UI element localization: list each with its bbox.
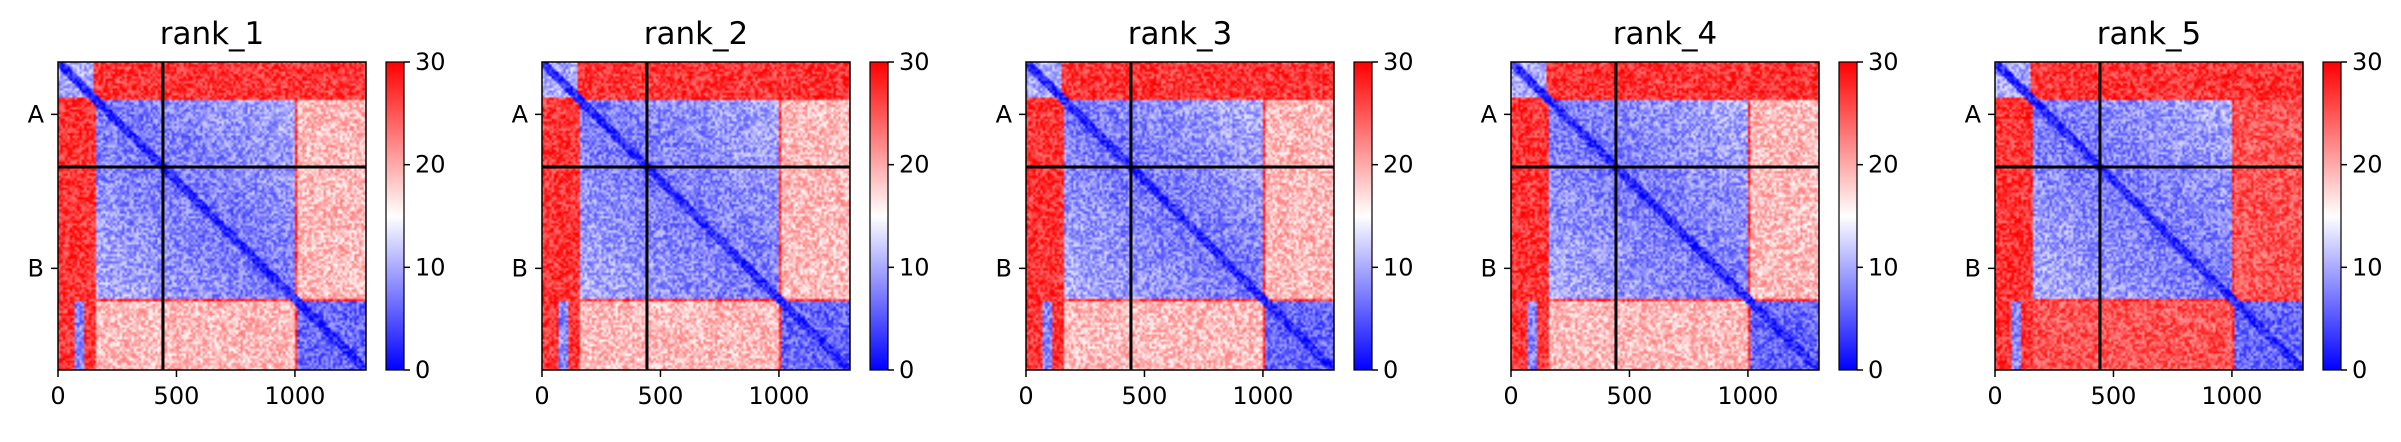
colorbar-tick-label: 0 xyxy=(899,356,914,384)
chain-label-A: A xyxy=(28,100,45,128)
colorbar-tick-label: 10 xyxy=(899,253,930,281)
colorbar-tick-label: 0 xyxy=(1868,356,1883,384)
chain-label-B: B xyxy=(1965,254,1981,282)
pae-heatmap xyxy=(1026,62,1334,370)
colorbar-tick-label: 30 xyxy=(899,48,930,76)
panel-title: rank_4 xyxy=(1613,16,1718,52)
x-tick-label: 500 xyxy=(2091,382,2137,410)
colorbar-tick-label: 0 xyxy=(2352,356,2367,384)
colorbar-tick-label: 30 xyxy=(1383,48,1414,76)
chain-label-A: A xyxy=(512,100,529,128)
chain-label-B: B xyxy=(512,254,528,282)
colorbar-tick-label: 10 xyxy=(1868,253,1899,281)
chain-label-A: A xyxy=(1481,100,1498,128)
colorbar-tick-label: 0 xyxy=(1383,356,1398,384)
colorbar-tick-label: 20 xyxy=(1383,151,1414,179)
plot-frame xyxy=(57,61,367,371)
panel-title: rank_2 xyxy=(644,16,749,52)
colorbar xyxy=(1353,61,1373,371)
x-tick-label: 1000 xyxy=(264,382,325,410)
plot-frame xyxy=(541,61,851,371)
x-tick-label: 0 xyxy=(534,382,549,410)
plot-frame xyxy=(1025,61,1335,371)
panel-2: rank_2 0 500 1000 A B 0 10 20 30 xyxy=(512,16,930,410)
colorbar-tick-label: 20 xyxy=(415,151,446,179)
colorbar xyxy=(1838,61,1858,371)
x-tick-label: 0 xyxy=(1018,382,1033,410)
pae-heatmap xyxy=(1995,62,2303,370)
x-tick-label: 0 xyxy=(1503,382,1518,410)
colorbar-tick-label: 20 xyxy=(2352,151,2383,179)
panel-1: rank_1 0 500 1000 A B 0 10 20 30 xyxy=(28,16,446,410)
panel-title: rank_1 xyxy=(160,16,265,52)
panel-3: rank_3 0 500 1000 A B 0 10 20 30 xyxy=(996,16,1414,410)
panel-4: rank_4 0 500 1000 A B 0 10 20 30 xyxy=(1481,16,1899,410)
x-tick-label: 1000 xyxy=(1717,382,1778,410)
colorbar-tick-label: 30 xyxy=(1868,48,1899,76)
x-tick-label: 500 xyxy=(1122,382,1168,410)
colorbar-tick-label: 10 xyxy=(1383,253,1414,281)
panel-5: rank_5 0 500 1000 A B 0 10 20 30 xyxy=(1965,16,2383,410)
colorbar-tick-label: 10 xyxy=(415,253,446,281)
x-tick-label: 0 xyxy=(50,382,65,410)
plot-frame xyxy=(1994,61,2304,371)
colorbar-tick-label: 30 xyxy=(415,48,446,76)
colorbar-tick-label: 20 xyxy=(899,151,930,179)
colorbar-tick-label: 0 xyxy=(415,356,430,384)
pae-heatmap xyxy=(1511,62,1819,370)
x-tick-label: 500 xyxy=(638,382,684,410)
plot-frame xyxy=(1510,61,1820,371)
x-tick-label: 500 xyxy=(154,382,200,410)
colorbar xyxy=(2322,61,2342,371)
chain-label-B: B xyxy=(996,254,1012,282)
colorbar-tick-label: 20 xyxy=(1868,151,1899,179)
x-tick-label: 0 xyxy=(1987,382,2002,410)
panel-title: rank_5 xyxy=(2097,16,2202,52)
x-tick-label: 500 xyxy=(1607,382,1653,410)
chain-label-A: A xyxy=(996,100,1013,128)
chain-label-A: A xyxy=(1965,100,1982,128)
colorbar-tick-label: 30 xyxy=(2352,48,2383,76)
x-tick-label: 1000 xyxy=(1232,382,1293,410)
chain-label-B: B xyxy=(1481,254,1497,282)
colorbar-tick-label: 10 xyxy=(2352,253,2383,281)
x-tick-label: 1000 xyxy=(2201,382,2262,410)
pae-heatmap xyxy=(542,62,850,370)
colorbar xyxy=(385,61,405,371)
x-tick-label: 1000 xyxy=(748,382,809,410)
pae-heatmap xyxy=(58,62,366,370)
chain-label-B: B xyxy=(28,254,44,282)
panel-title: rank_3 xyxy=(1128,16,1233,52)
colorbar xyxy=(869,61,889,371)
